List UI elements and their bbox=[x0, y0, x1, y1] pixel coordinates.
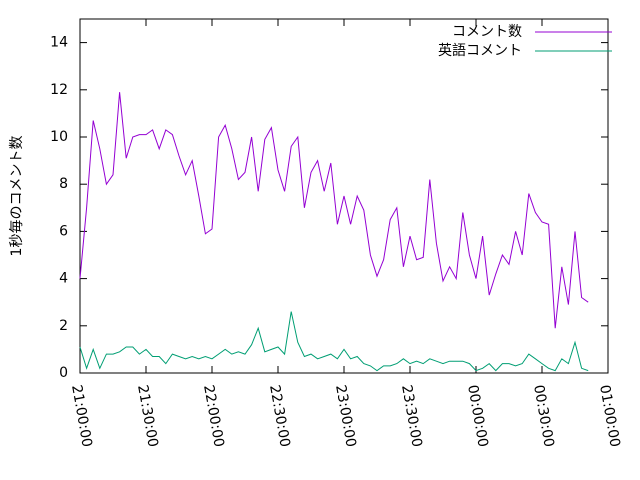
y-axis-label: 1秒毎のコメント数 bbox=[9, 136, 25, 257]
y-tick-label: 0 bbox=[59, 365, 68, 381]
x-tick-label: 00:30:00 bbox=[530, 384, 557, 449]
y-tick-label: 2 bbox=[59, 318, 68, 334]
y-tick-label: 4 bbox=[59, 271, 68, 287]
plot-frame bbox=[79, 18, 609, 374]
series-line bbox=[79, 311, 589, 372]
x-tick-label: 21:30:00 bbox=[134, 384, 161, 449]
series-line bbox=[79, 92, 589, 329]
x-tick-label: 22:30:00 bbox=[266, 384, 293, 449]
y-tick-label: 14 bbox=[50, 35, 68, 51]
x-tick-label: 23:30:00 bbox=[398, 384, 425, 449]
x-tick-label: 22:00:00 bbox=[200, 384, 227, 449]
y-tick-label: 12 bbox=[50, 82, 68, 98]
legend-label: コメント数 bbox=[452, 24, 522, 40]
y-tick-label: 8 bbox=[59, 176, 68, 192]
y-tick-label: 6 bbox=[59, 223, 68, 239]
x-tick-label: 23:00:00 bbox=[332, 384, 359, 449]
x-tick-label: 01:00:00 bbox=[596, 384, 623, 449]
y-tick-label: 10 bbox=[50, 129, 68, 145]
x-tick-label: 00:00:00 bbox=[464, 384, 491, 449]
legend-label: 英語コメント bbox=[438, 42, 522, 59]
x-tick-label: 21:00:00 bbox=[68, 384, 95, 449]
